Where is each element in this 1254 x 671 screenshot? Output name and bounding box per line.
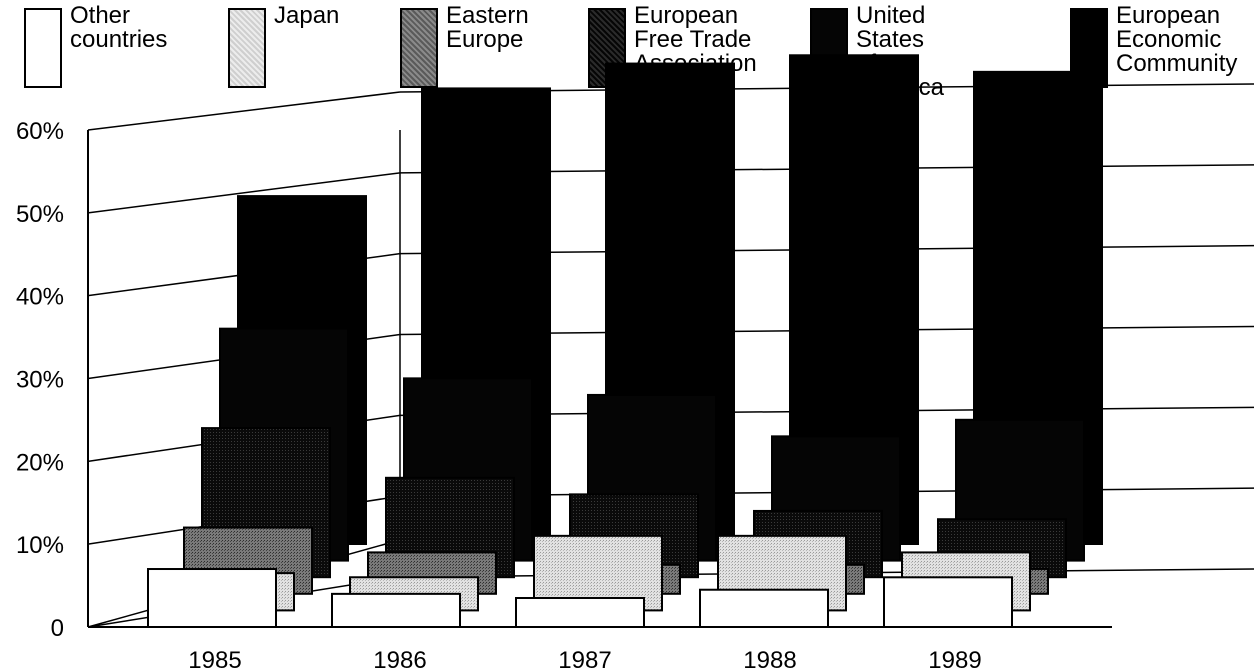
- y-tick-label: 40%: [16, 284, 64, 311]
- bar-other-1987: [515, 597, 645, 629]
- gridline-left-5: [87, 172, 401, 214]
- legend-swatch-eastern-europe: [400, 8, 438, 88]
- legend-label-eastern-europe: Eastern Europe: [446, 2, 529, 53]
- bar-other-1985: [147, 568, 277, 628]
- legend-swatch-other: [24, 8, 62, 88]
- y-tick-label: 10%: [16, 532, 64, 559]
- legend-label-japan: Japan: [274, 2, 340, 29]
- y-tick-label: 20%: [16, 449, 64, 476]
- y-tick-label: 30%: [16, 367, 64, 394]
- bar-other-1988: [699, 588, 829, 628]
- chart-tick-labels: 0 10% 20% 30% 40% 50% 60% 1985 1986 1987 1988 1989: [16, 118, 982, 671]
- bar-other-1986: [331, 592, 461, 628]
- legend-label-other: Other countries: [70, 2, 168, 53]
- x-tick-label: 1989: [928, 647, 981, 671]
- x-tick-label: 1985: [188, 647, 241, 671]
- x-tick-label: 1988: [743, 647, 796, 671]
- bar-other-1989: [883, 576, 1013, 628]
- gridline-left-6: [87, 91, 401, 131]
- y-tick-label: 50%: [16, 201, 64, 228]
- legend-swatch-japan: [228, 8, 266, 88]
- chart-bars: [147, 54, 1103, 629]
- x-tick-label: 1987: [558, 647, 611, 671]
- y-tick-label: 60%: [16, 118, 64, 145]
- y-tick-label: 0: [51, 615, 64, 642]
- legend-label-eec: European Economic Community: [1116, 2, 1238, 77]
- x-tick-label: 1986: [373, 647, 426, 671]
